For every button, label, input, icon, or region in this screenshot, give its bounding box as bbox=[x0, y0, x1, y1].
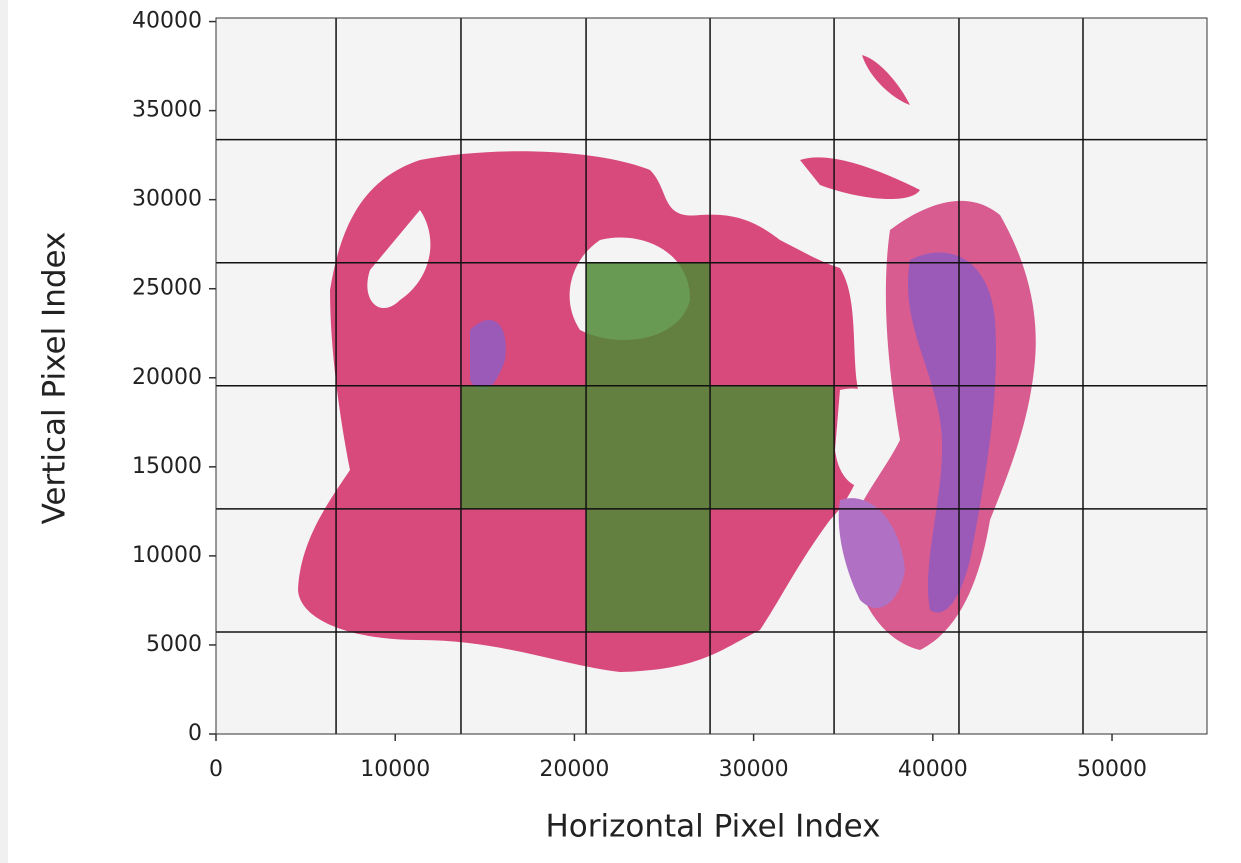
x-tick-label: 20000 bbox=[539, 757, 609, 782]
highlight-tile bbox=[710, 385, 835, 509]
tissue-purple bbox=[838, 498, 905, 609]
highlight-tile bbox=[586, 262, 711, 386]
x-tick-label: 30000 bbox=[719, 757, 789, 782]
y-tick-label: 15000 bbox=[132, 454, 202, 479]
x-tick-label: 10000 bbox=[360, 757, 430, 782]
y-tick-label: 0 bbox=[188, 721, 202, 746]
highlight-tile bbox=[460, 385, 587, 509]
y-tick-label: 40000 bbox=[132, 9, 202, 34]
y-axis-label: Vertical Pixel Index bbox=[37, 232, 73, 525]
y-tick-label: 35000 bbox=[132, 98, 202, 123]
highlight-tile bbox=[586, 385, 711, 509]
tissue-gap bbox=[367, 210, 431, 309]
highlight-tile bbox=[586, 508, 711, 632]
tissue-sliver bbox=[862, 55, 910, 105]
y-tick-label: 5000 bbox=[146, 632, 202, 657]
x-axis-label: Horizontal Pixel Index bbox=[545, 809, 880, 845]
y-tick-label: 20000 bbox=[132, 365, 202, 390]
x-tick-label: 0 bbox=[209, 757, 223, 782]
tissue-strip bbox=[800, 157, 920, 200]
tissue-gap bbox=[835, 388, 893, 488]
y-tick-label: 10000 bbox=[132, 543, 202, 568]
x-tick-label: 40000 bbox=[898, 757, 968, 782]
y-tick-label: 25000 bbox=[132, 276, 202, 301]
x-tick-label: 50000 bbox=[1077, 757, 1147, 782]
y-tick-label: 30000 bbox=[132, 187, 202, 212]
tissue-purple bbox=[470, 320, 506, 391]
plot-frame bbox=[215, 17, 1208, 735]
tissue-purple bbox=[907, 252, 996, 613]
